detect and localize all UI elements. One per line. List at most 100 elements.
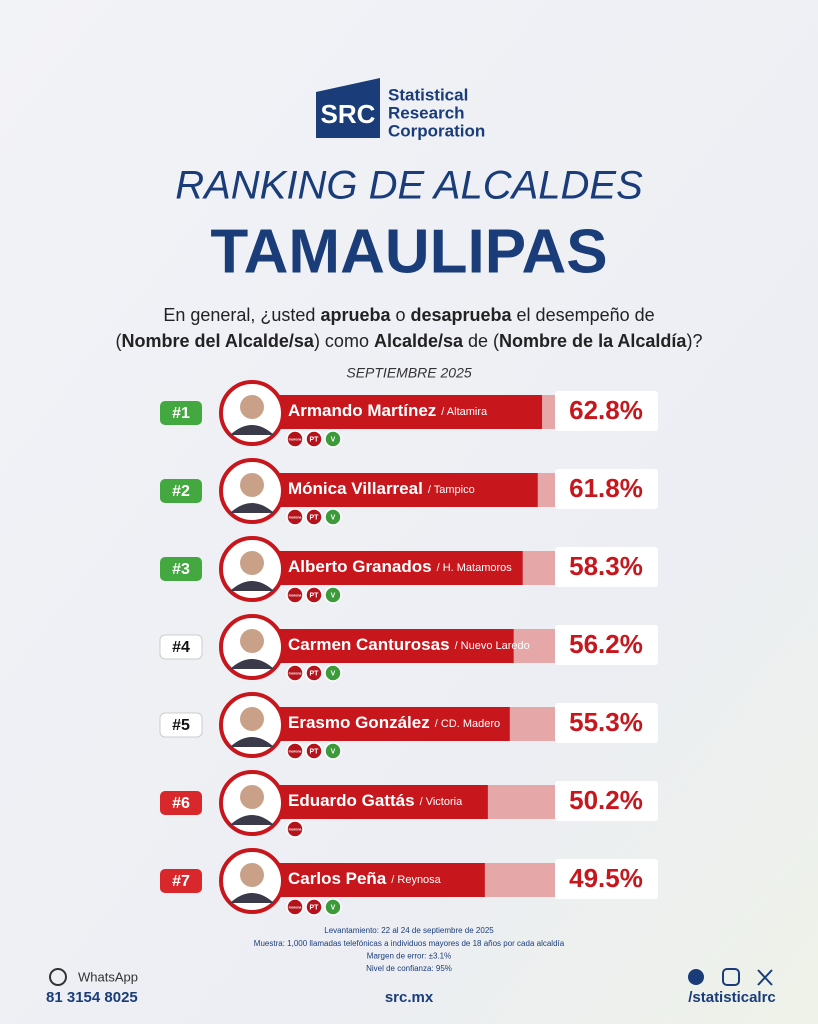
party-logo (324, 898, 342, 916)
party-label: PT (310, 670, 320, 677)
party-logo (286, 508, 304, 526)
survey-note: Margen de error: ±3.1% (367, 952, 451, 961)
party-label: V (331, 592, 336, 599)
bar (272, 473, 538, 507)
party-label: morena (289, 593, 302, 597)
rank-badge (159, 634, 203, 660)
candidate-name: Carmen Canturosas (288, 635, 450, 654)
value-label: 58.3% (569, 551, 643, 581)
party-logo (305, 508, 323, 526)
candidate: Armando Martínez / Altamira (288, 401, 488, 420)
candidate-place: / CD. Madero (435, 718, 500, 730)
social-handle[interactable]: /statisticalrc (688, 989, 776, 1006)
party-label: morena (289, 827, 302, 831)
value-box (555, 469, 658, 509)
survey-date: SEPTIEMBRE 2025 (346, 365, 471, 381)
party-logo (286, 820, 304, 838)
instagram-icon[interactable] (722, 968, 740, 986)
candidate: Alberto Granados / H. Matamoros (288, 557, 512, 576)
bar (272, 785, 488, 819)
chart-title: RANKING DE ALCALDES (175, 164, 643, 208)
party-logo (286, 430, 304, 448)
candidate-place: / Nuevo Laredo (455, 640, 530, 652)
party-label: PT (310, 748, 320, 755)
bar (272, 551, 523, 585)
party-logo (305, 430, 323, 448)
bar (272, 863, 485, 897)
question-part: de ( (463, 331, 499, 351)
value-box (555, 859, 658, 899)
chart-subtitle: TAMAULIPAS (210, 217, 607, 286)
photo-body (230, 425, 274, 435)
value-label: 62.8% (569, 395, 643, 425)
candidate: Mónica Villarreal / Tampico (288, 479, 475, 498)
value-box (555, 547, 658, 587)
party-label: V (331, 904, 336, 911)
party-label: morena (289, 671, 302, 675)
facebook-icon[interactable] (688, 969, 704, 985)
question-part: En general, ¿usted (163, 305, 320, 325)
candidate-place: / Altamira (441, 406, 488, 418)
party-logo (305, 586, 323, 604)
candidate-place: / Reynosa (391, 874, 441, 886)
candidate-place: / Victoria (420, 796, 463, 808)
candidate: Erasmo González / CD. Madero (288, 713, 500, 732)
candidate-name: Eduardo Gattás (288, 791, 415, 810)
logo-box (316, 78, 380, 138)
party-logo (286, 898, 304, 916)
photo-body (230, 737, 274, 747)
question-part: aprueba (320, 305, 391, 325)
question-part: Nombre de la Alcaldía (499, 331, 687, 351)
rank-label: #6 (172, 795, 190, 812)
rank-badge (160, 557, 202, 581)
value-box (555, 391, 658, 431)
logo-mark: SRC (321, 99, 376, 129)
photo-head (240, 473, 264, 497)
party-logo (305, 742, 323, 760)
bar (272, 395, 543, 429)
logo-line: Research (388, 103, 465, 122)
question-part: Nombre del Alcalde/sa (122, 331, 315, 351)
party-logo (286, 664, 304, 682)
photo-body (230, 893, 274, 903)
photo-head (240, 863, 264, 887)
candidate-name: Erasmo González (288, 713, 430, 732)
value-label: 50.2% (569, 785, 643, 815)
site[interactable]: src.mx (385, 989, 434, 1006)
logo-line: Corporation (388, 121, 485, 140)
x-icon[interactable] (757, 969, 773, 986)
photo-body (230, 659, 274, 669)
question-part: ( (116, 331, 122, 351)
party-label: morena (289, 905, 302, 909)
party-label: V (331, 748, 336, 755)
party-label: V (331, 670, 336, 677)
party-logo (286, 586, 304, 604)
candidate: Carmen Canturosas / Nuevo Laredo (288, 635, 530, 654)
party-label: PT (310, 592, 320, 599)
candidate-place: / Tampico (428, 484, 475, 496)
bar (272, 707, 510, 741)
party-logo (305, 898, 323, 916)
party-label: PT (310, 514, 320, 521)
survey-note: Nivel de confianza: 95% (366, 964, 452, 973)
candidate-place: / H. Matamoros (437, 562, 513, 574)
rank-label: #3 (172, 561, 190, 578)
photo-body (230, 815, 274, 825)
bar (272, 629, 514, 663)
candidate-name: Carlos Peña (288, 869, 387, 888)
party-logo (324, 664, 342, 682)
rank-label: #2 (172, 483, 190, 500)
question-part: )? (686, 331, 702, 351)
rank-badge (160, 791, 202, 815)
question-part: o (390, 305, 410, 325)
photo-head (240, 551, 264, 575)
photo-head (240, 707, 264, 731)
party-label: V (331, 436, 336, 443)
candidate: Carlos Peña / Reynosa (288, 869, 442, 888)
phone: 81 3154 8025 (46, 989, 138, 1006)
rank-label: #4 (172, 639, 190, 656)
value-box (555, 703, 658, 743)
rank-badge (160, 479, 202, 503)
